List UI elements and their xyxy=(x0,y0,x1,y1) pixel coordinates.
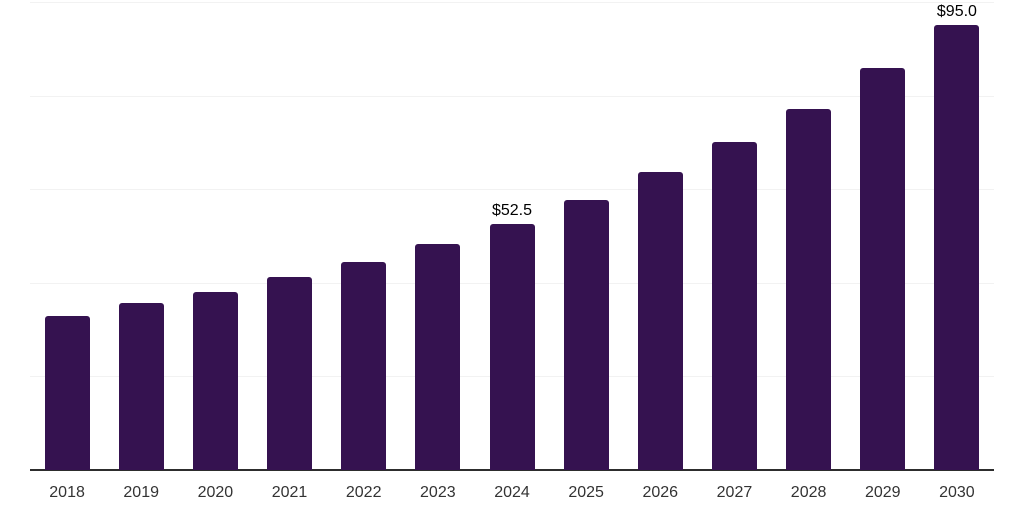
x-tick-label-2028: 2028 xyxy=(790,484,827,501)
x-tick-label-2021: 2021 xyxy=(271,484,308,501)
bar-2025 xyxy=(563,199,609,470)
bar-2019 xyxy=(118,302,164,470)
x-tick-label-2029: 2029 xyxy=(864,484,901,501)
x-axis-line xyxy=(30,469,994,471)
x-tick-label-2027: 2027 xyxy=(716,484,753,501)
bar-2022 xyxy=(341,262,387,470)
gridline xyxy=(30,95,994,97)
bar-2020 xyxy=(192,292,238,470)
bar-value-label-2030: $95.0 xyxy=(936,3,977,21)
x-tick-label-2023: 2023 xyxy=(420,484,456,501)
x-tick-label-2019: 2019 xyxy=(123,484,159,501)
bar-2024 xyxy=(489,224,535,470)
bar-2023 xyxy=(415,243,461,470)
x-tick-label-2026: 2026 xyxy=(642,484,679,501)
x-tick-label-2020: 2020 xyxy=(197,484,234,501)
bar-2028 xyxy=(786,109,832,470)
bar-2027 xyxy=(711,141,757,470)
x-tick-label-2022: 2022 xyxy=(345,484,382,501)
gridline xyxy=(30,2,994,3)
gridline xyxy=(30,189,994,191)
bar-value-label-2024: $52.5 xyxy=(491,202,533,220)
x-tick-label-2025: 2025 xyxy=(568,484,604,501)
x-tick-label-2030: 2030 xyxy=(939,484,975,501)
bar-2021 xyxy=(267,277,313,470)
bar-2030 xyxy=(934,25,980,470)
bar-2026 xyxy=(637,171,683,470)
bar-2018 xyxy=(44,315,90,470)
bar-2029 xyxy=(860,67,906,470)
x-tick-label-2018: 2018 xyxy=(49,484,85,501)
x-tick-label-2024: 2024 xyxy=(494,484,530,501)
